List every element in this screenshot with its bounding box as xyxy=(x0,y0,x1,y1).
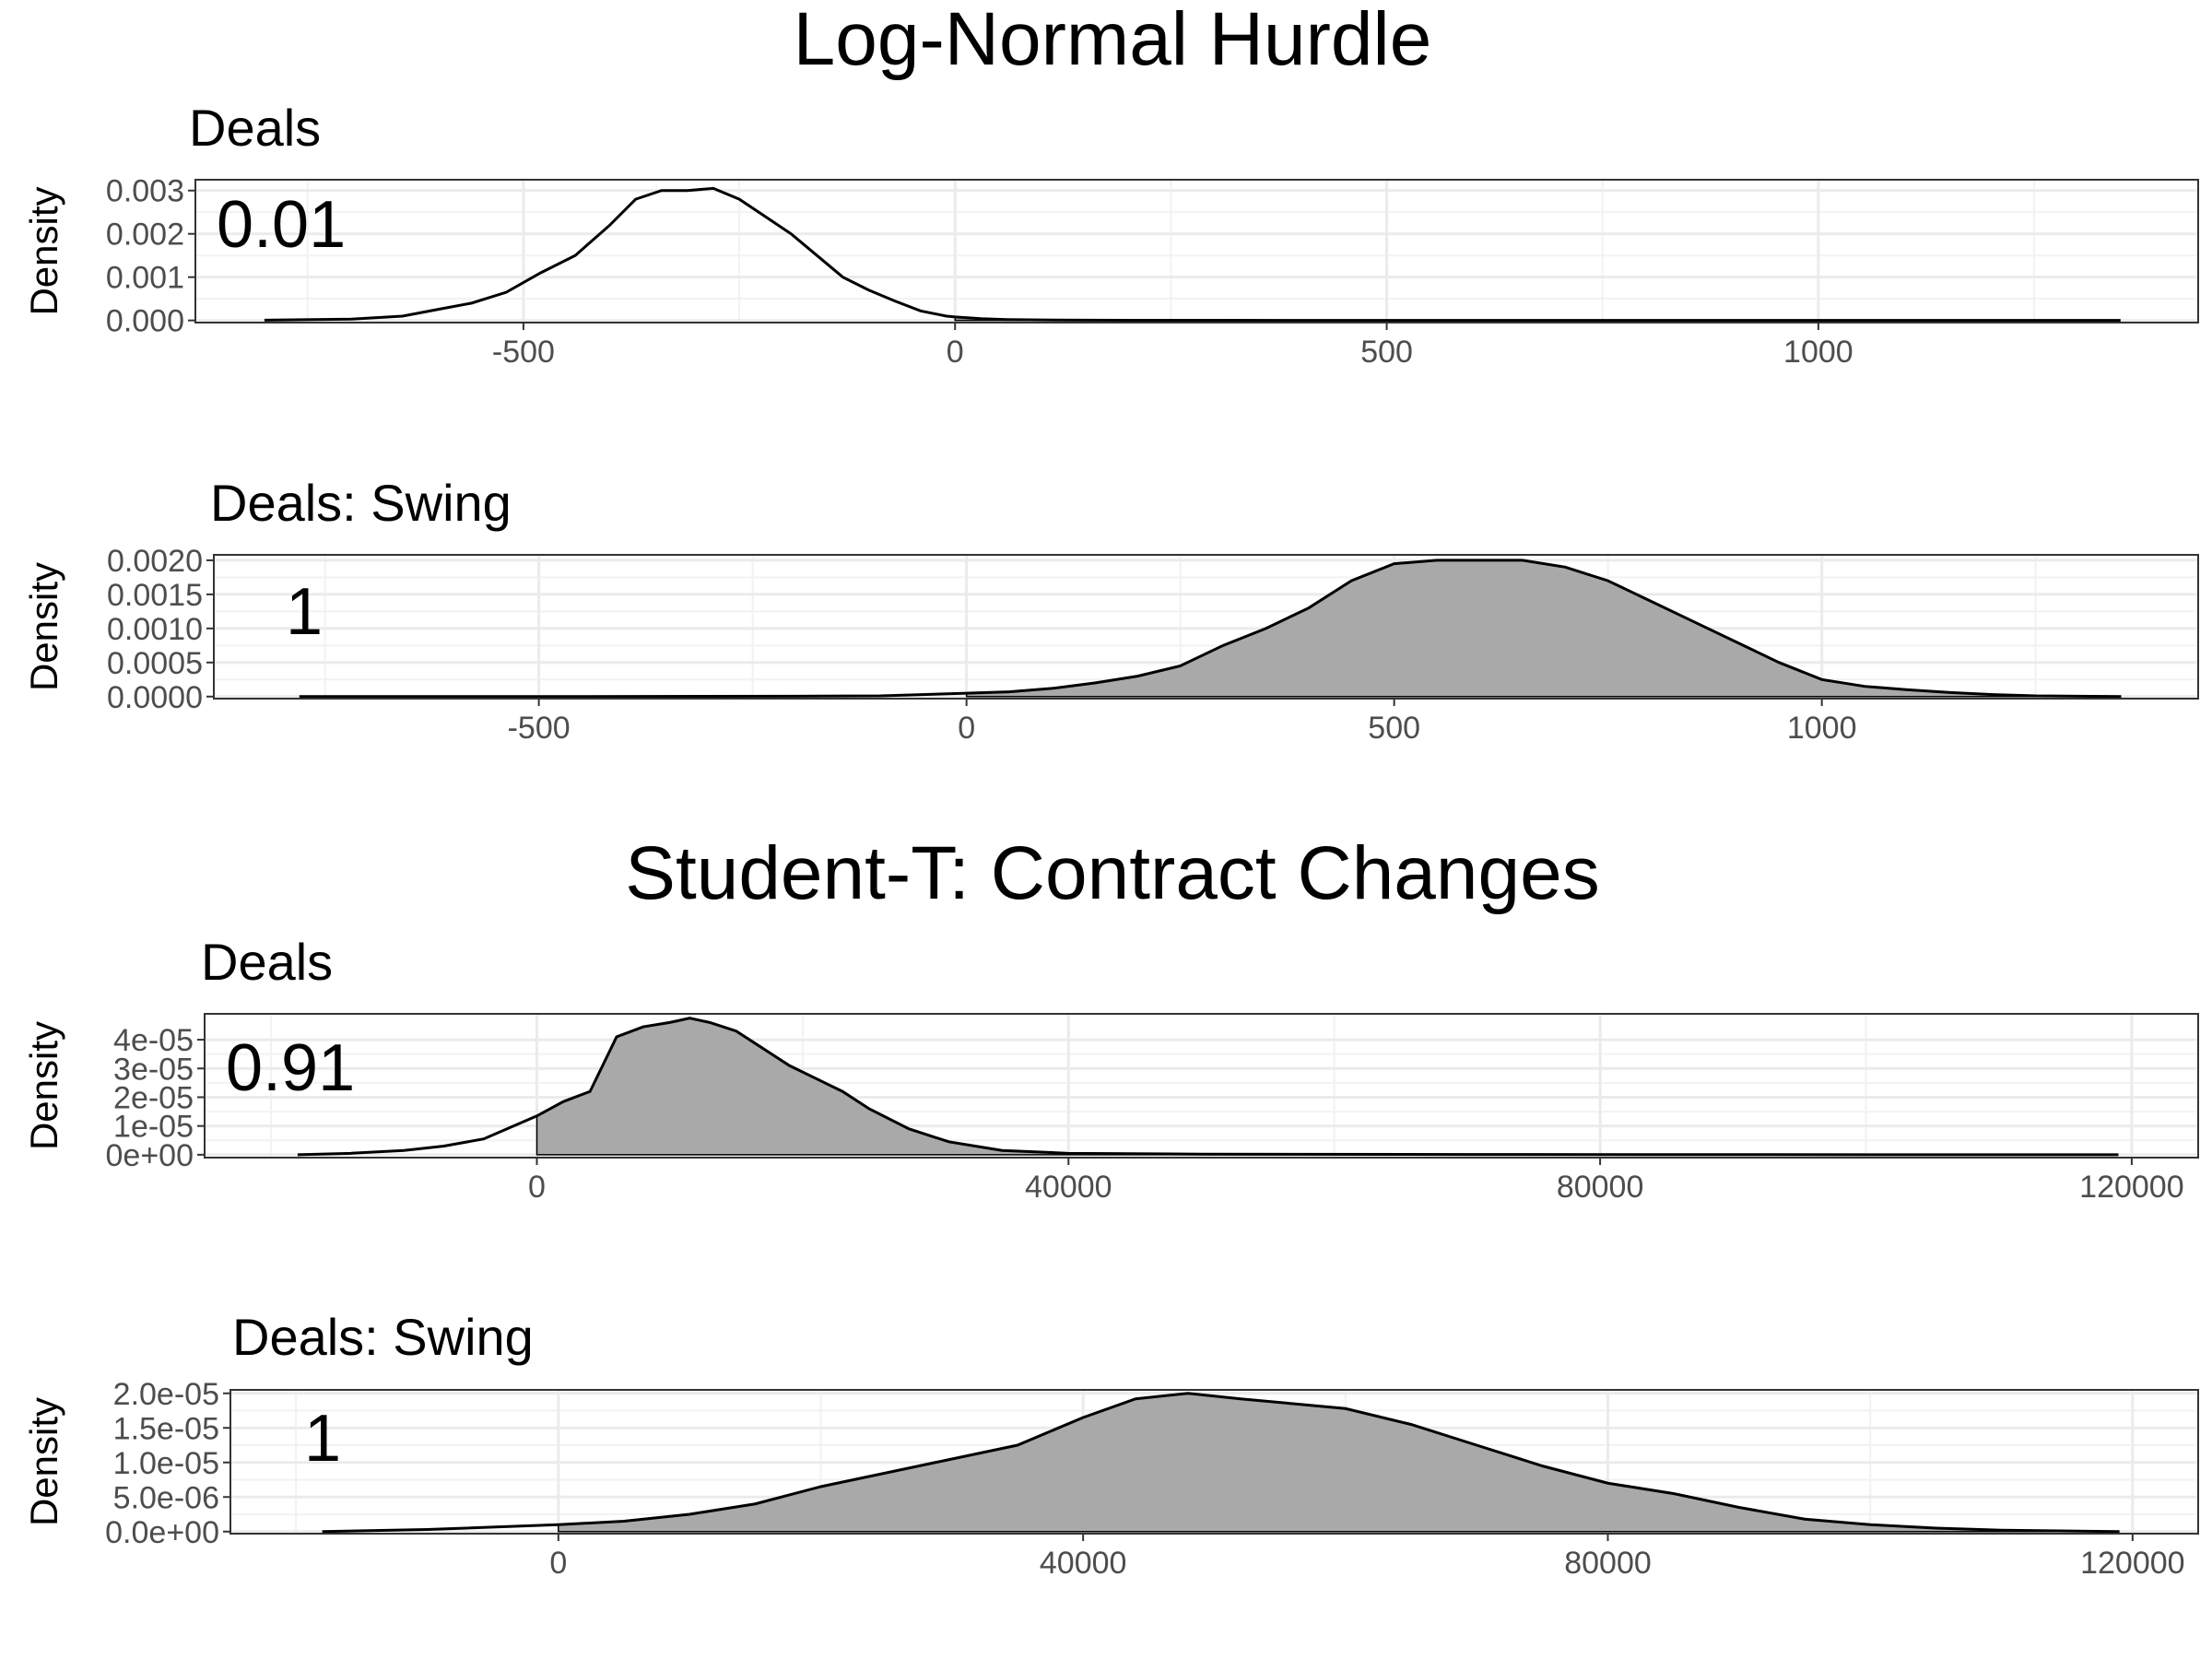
panel-annotation: 1 xyxy=(286,575,323,649)
y-tick-label: 0.0015 xyxy=(107,578,203,613)
section-title-studentt: Student-T: Contract Changes xyxy=(625,831,1599,915)
x-tick-label: 0 xyxy=(958,711,975,746)
x-tick-label: 0 xyxy=(528,1170,546,1205)
panel-border xyxy=(204,1013,2199,1159)
y-tick-label: 0.0e+00 xyxy=(105,1515,219,1550)
panel-annotation: 1 xyxy=(304,1402,341,1476)
x-tick-label: 0 xyxy=(947,335,964,370)
panel-1: -500 0 500 1000 0.000 0.001 0.002 0.003 Density D… xyxy=(22,99,2199,370)
y-tick-label: 0e+00 xyxy=(106,1138,194,1173)
y-tick-label: 0.0005 xyxy=(107,646,203,681)
y-tick-label: 0.001 xyxy=(106,261,184,296)
y-tick-label: 2e-05 xyxy=(113,1080,194,1115)
x-tick-label: 1000 xyxy=(1783,335,1853,370)
y-tick-label: 0.0010 xyxy=(107,612,203,647)
y-tick-label: 1e-05 xyxy=(113,1110,194,1145)
x-tick-label: 40000 xyxy=(1040,1546,1127,1581)
x-tick-label: 80000 xyxy=(1564,1546,1652,1581)
x-tick-label: 120000 xyxy=(2079,1170,2183,1205)
density-line xyxy=(322,1392,2120,1534)
panel-4: 0 40000 80000 120000 0.0e+005.0e-061.0e-051.… xyxy=(22,1308,2199,1581)
panel-background xyxy=(205,1014,2198,1158)
x-tick-label: -500 xyxy=(492,335,555,370)
x-tick-label: 1000 xyxy=(1787,711,1857,746)
panel-border xyxy=(213,554,2199,700)
y-tick-label: 0.000 xyxy=(106,304,184,339)
y-tick-label: 0.0000 xyxy=(107,680,203,715)
y-axis-title: Density xyxy=(22,186,65,315)
x-tick-label: 120000 xyxy=(2080,1546,2184,1581)
x-tick-label: 500 xyxy=(1368,711,1420,746)
panel-annotation: 0.91 xyxy=(226,1031,355,1105)
density-line xyxy=(297,1017,2119,1157)
y-axis-title: Density xyxy=(22,562,65,691)
density-panels: -500 0 500 10000.0000.0010.0020.003DensityD… xyxy=(22,99,2199,1581)
y-tick-label: 2.0e-05 xyxy=(113,1377,219,1412)
y-tick-label: 3e-05 xyxy=(113,1052,194,1087)
panel-title: Deals xyxy=(201,933,333,991)
x-tick-label: -500 xyxy=(508,711,571,746)
x-tick-label: 0 xyxy=(549,1546,567,1581)
panel-2: -500 0 500 1000 0.00000.00050.00100.00150.00… xyxy=(22,474,2199,746)
y-tick-label: 4e-05 xyxy=(113,1023,194,1058)
y-tick-label: 0.003 xyxy=(106,174,184,209)
y-tick-label: 1.5e-05 xyxy=(113,1411,219,1446)
y-axis-title: Density xyxy=(22,1397,65,1526)
panel-title: Deals xyxy=(189,99,321,157)
panel-title: Deals: Swing xyxy=(210,474,512,532)
panel-title: Deals: Swing xyxy=(232,1308,534,1366)
x-tick-label: 80000 xyxy=(1557,1170,1644,1205)
y-tick-label: 0.0020 xyxy=(107,544,203,579)
x-tick-label: 500 xyxy=(1360,335,1413,370)
y-axis-title: Density xyxy=(22,1021,65,1150)
density-line xyxy=(264,186,2121,323)
panel-3: 0 40000 80000 120000 0e+001e-052e-053e-054e-… xyxy=(22,933,2199,1205)
y-tick-label: 5.0e-06 xyxy=(113,1480,219,1515)
x-tick-label: 40000 xyxy=(1025,1170,1112,1205)
y-tick-label: 1.0e-05 xyxy=(113,1446,219,1481)
density-line xyxy=(299,559,2122,699)
y-tick-label: 0.002 xyxy=(106,218,184,253)
panel-annotation: 0.01 xyxy=(217,188,346,262)
section-title-lognormal: Log-Normal Hurdle xyxy=(794,0,1432,81)
panel-border xyxy=(194,179,2199,324)
panel-background xyxy=(195,180,2198,323)
